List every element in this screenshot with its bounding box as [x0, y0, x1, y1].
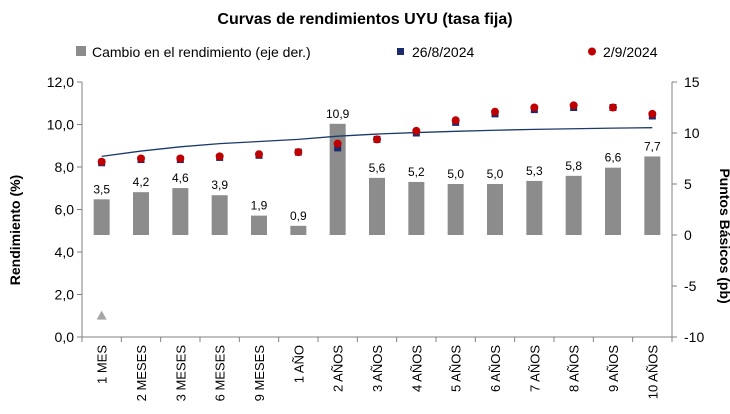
bar-data-label: 4,2: [133, 175, 150, 189]
bar: [329, 123, 346, 235]
bar: [605, 167, 621, 235]
bar: [369, 177, 385, 235]
point-2-9-2024: [137, 154, 145, 163]
bar-data-label: 5,0: [487, 167, 504, 181]
x-tick-label: 9 MESES: [252, 345, 267, 402]
y-left-tick-label: 0,0: [55, 329, 75, 345]
bar-data-label: 5,0: [447, 167, 464, 181]
bar-data-label: 5,6: [369, 161, 386, 175]
point-2-9-2024: [255, 150, 263, 159]
bar-data-label: 10,9: [326, 107, 350, 121]
bar-data-label: 1,9: [251, 199, 268, 213]
bar-data-label: 5,2: [408, 165, 425, 179]
legend-label: 26/8/2024: [412, 44, 474, 60]
y-left-tick-label: 6,0: [55, 202, 75, 218]
point-2-9-2024: [648, 109, 657, 118]
chart-title: Curvas de rendimientos UYU (tasa fija): [217, 11, 512, 28]
y-axis-right-title: Puntos Básicos (pb): [717, 168, 730, 303]
legend-label: Cambio en el rendimiento (eje der.): [92, 44, 311, 60]
y-right-tick-label: -10: [684, 329, 704, 345]
legend-circle-swatch: [588, 47, 596, 56]
legend-label: 2/9/2024: [603, 44, 658, 60]
y-right-tick-label: -5: [684, 278, 697, 294]
bar-data-labels: 3,5 4,2 4,6 3,9 1,9 0,9 10,9 5,6 5,2 5,0 5,0 5,3 5,8…: [93, 107, 661, 223]
point-2-9-2024: [412, 126, 421, 135]
x-tick-label: 5 AÑOS: [449, 345, 464, 392]
point-2-9-2024: [333, 139, 342, 148]
y-right-tick-label: 10: [684, 125, 700, 141]
bar: [526, 180, 543, 235]
x-tick-label: 3 MESES: [173, 345, 188, 402]
point-2-9-2024: [176, 154, 185, 163]
bar: [487, 184, 503, 235]
y-left-tick-label: 12,0: [47, 74, 74, 90]
y-left-tick-label: 10,0: [47, 117, 74, 133]
x-tick-label: 2 AÑOS: [331, 345, 346, 392]
point-2-9-2024: [294, 148, 303, 157]
trendline: [101, 127, 653, 158]
bar: [172, 188, 189, 235]
x-tick-label: 1 MES: [95, 345, 110, 384]
scatter-series: [96, 101, 657, 320]
point-2-9-2024: [97, 157, 106, 166]
bar-series: [93, 123, 661, 235]
bar: [408, 181, 425, 235]
x-tick-label: 3 AÑOS: [370, 345, 385, 392]
x-tick-label: 9 AÑOS: [606, 345, 621, 392]
point-2-9-2024: [215, 152, 224, 161]
point-2-9-2024: [451, 116, 460, 125]
y-right-tick-label: 15: [684, 74, 700, 90]
x-tick-label: 2 MESES: [134, 345, 149, 402]
point-2-9-2024: [569, 101, 578, 110]
y-left-tick-label: 4,0: [55, 244, 75, 260]
bar: [447, 184, 464, 235]
bar: [644, 156, 661, 235]
point-2-9-2024: [609, 103, 617, 112]
legend-square-swatch: [397, 48, 404, 55]
bar-data-label: 7,7: [644, 139, 661, 153]
bar-data-label: 5,3: [526, 164, 543, 178]
bar-data-label: 5,8: [565, 159, 582, 173]
bar-data-label: 4,6: [172, 171, 189, 185]
triangle-marker: [96, 310, 107, 320]
trendline-curve: [101, 127, 653, 158]
y-axis-left-title: Rendimiento (%): [7, 175, 23, 285]
bar-data-label: 3,5: [93, 182, 110, 196]
bar: [290, 225, 307, 235]
y-left-tick-label: 8,0: [55, 159, 75, 175]
x-tick-label: 10 AÑOS: [645, 345, 660, 400]
y-left-tick-label: 2,0: [55, 287, 75, 303]
point-2-9-2024: [373, 135, 381, 144]
bar: [565, 175, 582, 235]
bar-data-label: 6,6: [605, 151, 622, 165]
x-tick-label: 1 AÑO: [291, 345, 306, 383]
x-tick-label: 4 AÑOS: [409, 345, 424, 392]
point-2-9-2024: [530, 103, 539, 112]
bar: [133, 192, 149, 235]
point-2-9-2024: [491, 107, 499, 116]
bar-data-label: 3,9: [211, 178, 228, 192]
bar: [93, 199, 110, 235]
x-tick-label: 8 AÑOS: [567, 345, 582, 392]
y-right-tick-label: 0: [684, 227, 692, 243]
axes: 0,0 2,0 4,0 6,0 8,0 10,0 12,0 -10 -5 0 5 10 15 1 MES 2…: [47, 74, 705, 401]
bar: [211, 195, 228, 235]
legend: Cambio en el rendimiento (eje der.) 26/8/…: [76, 44, 658, 60]
y-right-tick-label: 5: [684, 176, 692, 192]
point-26-8-2024: [334, 144, 342, 152]
bar: [251, 215, 267, 235]
legend-bar-swatch: [76, 46, 86, 56]
x-tick-label: 7 AÑOS: [527, 345, 542, 392]
x-tick-label: 6 MESES: [213, 345, 228, 402]
bar-data-label: 0,9: [290, 209, 307, 223]
x-tick-label: 6 AÑOS: [488, 345, 503, 392]
